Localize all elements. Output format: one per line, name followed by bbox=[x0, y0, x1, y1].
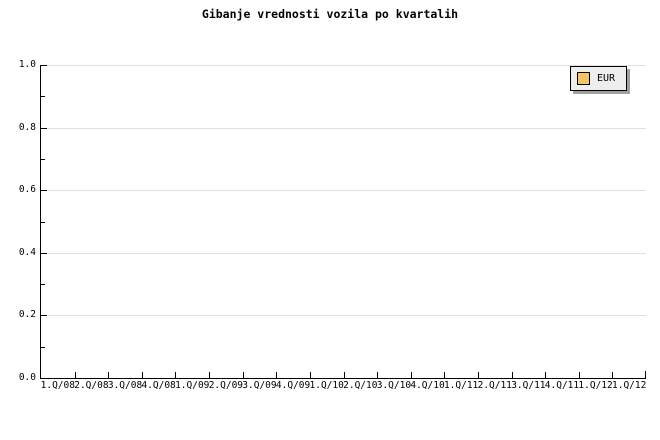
y-axis-minor-tick bbox=[41, 222, 45, 223]
y-axis-label: 0.6 bbox=[18, 184, 36, 195]
y-axis-label: 1.0 bbox=[18, 59, 36, 70]
x-axis-tick bbox=[545, 372, 546, 378]
x-axis-label: 1.Q/10 bbox=[309, 380, 344, 391]
x-axis-tick bbox=[579, 372, 580, 378]
y-gridline bbox=[41, 128, 646, 129]
x-axis-label: 2.Q/09 bbox=[208, 380, 244, 391]
x-axis-label: 1.Q/09 bbox=[175, 380, 210, 391]
y-axis-major-tick bbox=[41, 65, 47, 66]
x-axis-label: 4.Q/10 bbox=[410, 380, 445, 391]
y-gridline bbox=[41, 65, 646, 66]
x-axis-tick bbox=[209, 372, 210, 378]
x-axis-label: 2.Q/08 bbox=[74, 380, 109, 391]
x-axis-tick bbox=[512, 372, 513, 378]
x-axis-tick bbox=[276, 372, 277, 378]
y-axis-major-tick bbox=[41, 378, 47, 379]
x-axis-label: 4.Q/08 bbox=[141, 380, 176, 391]
y-axis-label: 0.2 bbox=[18, 309, 36, 320]
y-axis-major-tick bbox=[41, 190, 47, 191]
x-axis-label: 1.Q/11 bbox=[443, 380, 479, 391]
x-axis-label: 3.Q/11 bbox=[511, 380, 546, 391]
x-axis-label: 2.Q/11 bbox=[477, 380, 512, 391]
x-axis-label: 4.Q/09 bbox=[275, 380, 311, 391]
x-axis-label: 1.Q/12 bbox=[578, 380, 613, 391]
y-axis-minor-tick bbox=[41, 284, 45, 285]
y-axis-label: 0.0 bbox=[18, 372, 36, 383]
legend-swatch-eur bbox=[577, 72, 590, 85]
x-axis-tick bbox=[175, 372, 176, 378]
legend-label: EUR bbox=[597, 73, 616, 84]
x-axis-label: 4.Q/11 bbox=[544, 380, 580, 391]
y-axis-major-tick bbox=[41, 128, 47, 129]
chart-title: Gibanje vrednosti vozila po kvartalih bbox=[201, 7, 459, 21]
x-axis-tick bbox=[243, 372, 244, 378]
x-axis-tick bbox=[377, 372, 378, 378]
y-axis-label: 0.8 bbox=[18, 122, 36, 133]
x-axis-tick bbox=[108, 372, 109, 378]
y-gridline bbox=[41, 315, 646, 316]
y-axis-major-tick bbox=[41, 253, 47, 254]
y-axis-minor-tick bbox=[41, 96, 45, 97]
x-axis-tick bbox=[444, 372, 445, 378]
x-axis-tick bbox=[310, 372, 311, 378]
x-axis-tick bbox=[344, 372, 345, 378]
x-axis-tick bbox=[478, 372, 479, 378]
y-axis-major-tick bbox=[41, 315, 47, 316]
x-axis-label: 1.Q/08 bbox=[40, 380, 75, 391]
x-axis-tick bbox=[612, 372, 613, 378]
plot-area: 1.0 0.8 0.6 0.4 0.2 0.0 1.Q/08 2.Q/08 3.Q/08 4.Q/… bbox=[19, 60, 647, 391]
y-axis-minor-tick bbox=[41, 347, 45, 348]
y-gridline bbox=[41, 190, 646, 191]
x-axis-label: 3.Q/10 bbox=[376, 380, 412, 391]
x-axis-label: 3.Q/08 bbox=[107, 380, 143, 391]
y-axis-label: 0.4 bbox=[18, 247, 36, 258]
x-axis-label: 1.Q/12 bbox=[612, 380, 647, 391]
y-axis-minor-tick bbox=[41, 159, 45, 160]
y-gridline bbox=[41, 253, 646, 254]
x-axis-label: 3.Q/09 bbox=[242, 380, 277, 391]
x-axis-tick bbox=[142, 372, 143, 378]
x-axis-label: 2.Q/10 bbox=[343, 380, 378, 391]
x-axis-tick bbox=[411, 372, 412, 378]
x-axis-tick bbox=[645, 371, 646, 378]
x-axis-tick bbox=[75, 372, 76, 378]
legend: EUR bbox=[570, 66, 627, 91]
